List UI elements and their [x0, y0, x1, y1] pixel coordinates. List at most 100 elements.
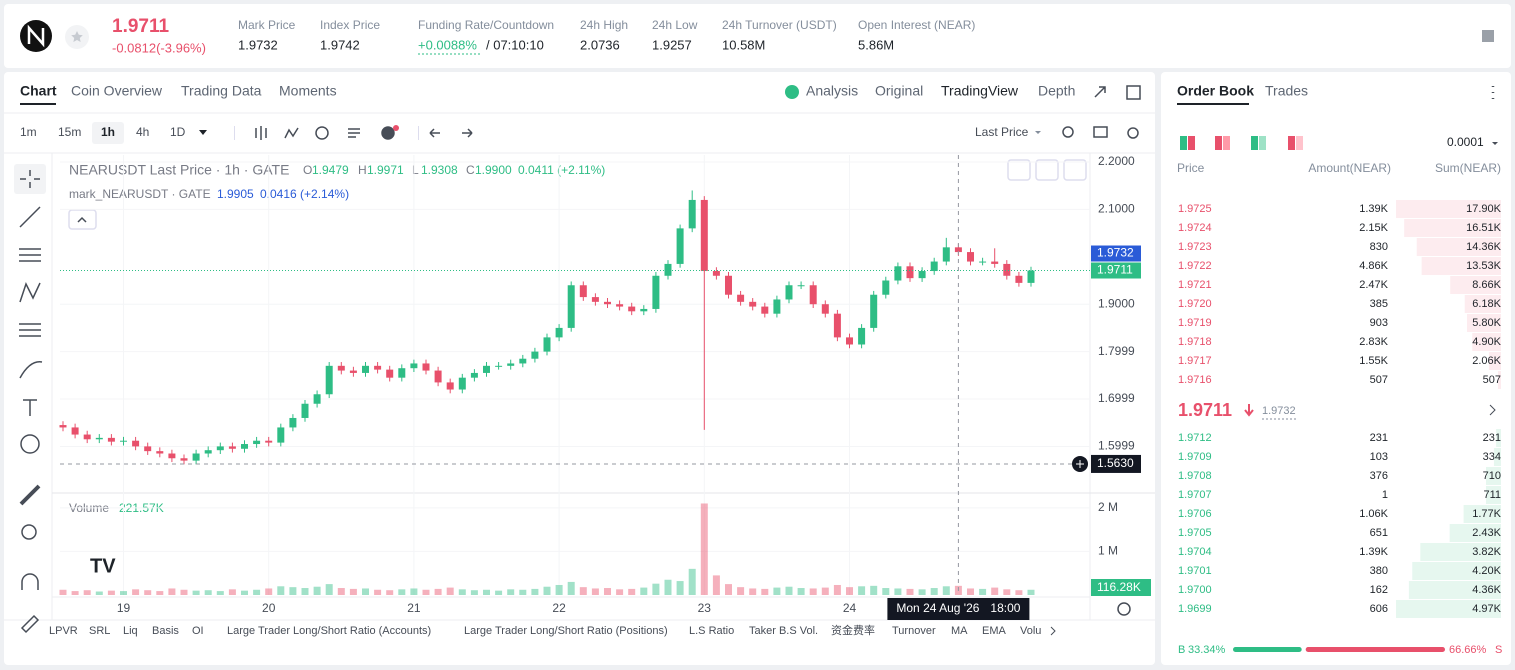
layout[interactable]	[1126, 85, 1141, 100]
indicator-tab[interactable]: Taker B.S Vol.	[749, 625, 818, 637]
text-tool[interactable]	[23, 399, 37, 416]
tv-logo: TV	[90, 555, 116, 577]
indicator-tab[interactable]: Volu	[1020, 625, 1041, 637]
candle-type[interactable]	[255, 126, 267, 140]
view-tab[interactable]: TradingView	[941, 83, 1019, 99]
book-sum: 13.53K	[1466, 260, 1502, 272]
indicator-tab[interactable]: Liq	[123, 625, 138, 637]
projection-tool[interactable]	[19, 323, 41, 337]
fullscreen[interactable]	[1094, 86, 1106, 98]
analysis-icon	[785, 85, 799, 99]
book-view-icon	[1188, 136, 1195, 150]
book-view-icon[interactable]	[1215, 136, 1222, 150]
book-view-icon[interactable]	[1251, 136, 1258, 150]
reset[interactable]	[1063, 159, 1087, 181]
indicators[interactable]	[284, 127, 299, 139]
interval[interactable]: 1m	[20, 125, 37, 139]
redo[interactable]	[462, 128, 473, 138]
candle-body	[1003, 263, 1011, 276]
indicator-tab[interactable]: Large Trader Long/Short Ratio (Accounts)	[227, 625, 431, 637]
search[interactable]	[1062, 126, 1074, 138]
indicator-tab[interactable]: L.S Ratio	[689, 625, 734, 637]
book-price: 1.9706	[1178, 508, 1212, 520]
chart-tab[interactable]: Moments	[279, 83, 337, 99]
depth-bar	[1450, 276, 1501, 294]
line-tool[interactable]	[19, 206, 41, 228]
magnet-tool[interactable]	[21, 573, 39, 590]
volume-bar	[725, 584, 732, 595]
candle-body	[410, 363, 418, 369]
indicator-tab[interactable]: OI	[192, 625, 204, 637]
indicator-tab[interactable]: Basis	[152, 625, 179, 637]
chart-tab[interactable]: Coin Overview	[71, 83, 163, 99]
settings[interactable]	[1127, 127, 1139, 139]
depth-bar	[1420, 543, 1501, 561]
depth-bar	[1396, 200, 1501, 218]
book-price: 1.9705	[1178, 527, 1212, 539]
indicator-tab[interactable]: 资金费率	[831, 623, 875, 637]
view-tab[interactable]: Depth	[1038, 83, 1075, 99]
brush-tool[interactable]	[19, 361, 43, 379]
volume-bar	[797, 588, 805, 595]
view-tab[interactable]: Analysis	[806, 83, 858, 99]
tab-underline	[1177, 103, 1249, 105]
templates[interactable]	[348, 128, 360, 138]
view-tab[interactable]: Original	[875, 83, 923, 99]
depth-bar	[1449, 524, 1501, 542]
precision[interactable]: 0.0001	[1447, 135, 1484, 149]
candle-body	[591, 297, 599, 302]
candle-body	[313, 394, 321, 404]
indicator-tab[interactable]: Large Trader Long/Short Ratio (Positions…	[464, 625, 668, 637]
volume-bar	[712, 575, 720, 595]
candle-body	[422, 363, 430, 371]
screenshot[interactable]	[1093, 126, 1108, 138]
book-tab[interactable]: Trades	[1265, 83, 1308, 99]
chart-tab[interactable]: Chart	[20, 83, 57, 99]
dropdown-arrow	[1035, 131, 1041, 134]
interval[interactable]: 15m	[58, 125, 81, 139]
crosshair-time-box	[887, 598, 1030, 620]
book-price: 1.9708	[1178, 470, 1212, 482]
indicator-tab[interactable]: MA	[951, 625, 968, 637]
crosshair-tool[interactable]	[20, 170, 40, 188]
fib-tool[interactable]	[19, 248, 41, 262]
interval[interactable]: 4h	[136, 125, 149, 139]
zoom-tool[interactable]	[21, 524, 37, 540]
emoji-tool[interactable]	[20, 434, 40, 454]
pencil-tool[interactable]	[20, 614, 40, 634]
book-view-icon[interactable]	[1288, 136, 1295, 150]
indicator-tab[interactable]: SRL	[89, 625, 110, 637]
price-source[interactable]: Last Price	[975, 125, 1029, 139]
candle-body	[192, 453, 200, 461]
indicator-tab[interactable]: EMA	[982, 625, 1007, 637]
layout-icon[interactable]	[1482, 30, 1494, 42]
volume-bar	[833, 584, 841, 595]
time-settings[interactable]	[1117, 602, 1131, 616]
replay[interactable]	[315, 126, 329, 140]
candle-body	[253, 440, 261, 445]
scroll-down[interactable]	[1007, 159, 1031, 181]
depth-bar	[1496, 429, 1501, 447]
chart-tab[interactable]: Trading Data	[181, 83, 262, 99]
volume-bar	[398, 589, 406, 595]
mark-change: 0.0416 (+2.14%)	[260, 187, 349, 201]
candle-body	[71, 427, 79, 435]
indicator-tab[interactable]: Turnover	[892, 625, 936, 637]
undo[interactable]	[429, 128, 440, 138]
book-view-icon[interactable]	[1180, 136, 1187, 150]
legend-toggle[interactable]	[68, 209, 97, 230]
measure-tool[interactable]	[19, 484, 41, 506]
interval[interactable]: 1h	[101, 125, 115, 139]
candle-body	[531, 351, 539, 359]
candle-body	[700, 199, 708, 272]
alerts[interactable]	[381, 126, 395, 140]
buy-ratio: 33.34%	[1188, 644, 1226, 656]
tool-selected	[14, 164, 46, 194]
buy-bar	[1233, 647, 1302, 652]
collapse[interactable]	[1035, 159, 1059, 181]
indicator-tab[interactable]: LPVR	[49, 625, 78, 637]
pattern-tool[interactable]	[19, 282, 41, 303]
book-tab[interactable]: Order Book	[1177, 83, 1254, 99]
interval[interactable]: 1D	[170, 125, 186, 139]
candle-body	[446, 382, 454, 390]
